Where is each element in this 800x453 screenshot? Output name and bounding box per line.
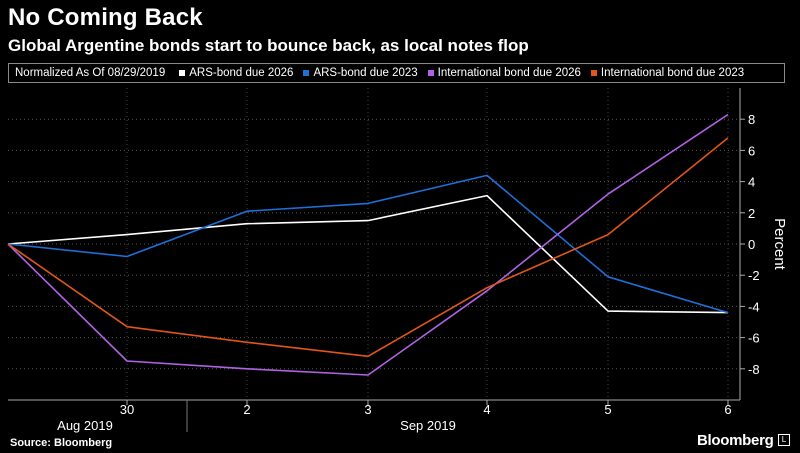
- y-axis-label: Percent: [771, 218, 788, 271]
- legend-item-intl-2023: International bond due 2023: [590, 67, 745, 79]
- series-line-ars-bond-due-2023: [7, 174, 729, 314]
- legend-swatch-intl-2023: [590, 70, 597, 76]
- series-line-ars-bond-due-2026: [7, 194, 729, 314]
- legend-item-ars-2026: ARS-bond due 2026: [179, 67, 293, 79]
- legend-item-ars-2023: ARS-bond due 2023: [303, 67, 418, 79]
- x-month-label: Sep 2019: [400, 418, 456, 433]
- source-note: Source: Bloomberg: [10, 437, 113, 449]
- legend-swatch-ars-2023: [303, 70, 310, 76]
- y-tick-label: -4: [748, 299, 760, 314]
- x-month-label: Aug 2019: [57, 418, 113, 433]
- x-tick-label: 5: [604, 402, 611, 417]
- series-line-international-bond-due-2023: [7, 137, 729, 358]
- x-tick-label: 4: [483, 402, 490, 417]
- chart-subtitle: Global Argentine bonds start to bounce b…: [8, 36, 529, 55]
- brand-mark-icon: L: [778, 434, 790, 446]
- x-tick-label: 6: [724, 402, 731, 417]
- legend-label-ars-2026: ARS-bond due 2026: [189, 67, 294, 79]
- y-tick-label: 0: [748, 237, 755, 252]
- chart-title: No Coming Back: [8, 4, 203, 31]
- normalization-note: Normalized As Of 08/29/2019: [15, 67, 166, 79]
- y-tick-label: -2: [748, 268, 760, 283]
- y-tick-label: 2: [748, 206, 755, 221]
- x-tick-label: 2: [243, 402, 250, 417]
- y-tick-label: 4: [748, 175, 755, 190]
- y-tick-label: 8: [748, 112, 755, 127]
- y-tick-label: -6: [748, 331, 760, 346]
- legend: Normalized As Of 08/29/2019 ARS-bond due…: [8, 63, 785, 83]
- y-tick-label: 6: [748, 143, 755, 158]
- x-tick-label: 30: [120, 402, 134, 417]
- legend-label-intl-2026: International bond due 2026: [437, 67, 581, 79]
- legend-label-intl-2023: International bond due 2023: [600, 67, 745, 79]
- x-tick-label: 3: [364, 402, 371, 417]
- brand-logo: Bloomberg: [697, 432, 774, 449]
- legend-item-intl-2026: International bond due 2026: [427, 67, 581, 79]
- legend-swatch-ars-2026: [179, 70, 186, 76]
- series-line-international-bond-due-2026: [7, 113, 729, 376]
- y-tick-label: -8: [748, 362, 760, 377]
- legend-swatch-intl-2026: [427, 70, 434, 76]
- legend-label-ars-2023: ARS-bond due 2023: [313, 67, 418, 79]
